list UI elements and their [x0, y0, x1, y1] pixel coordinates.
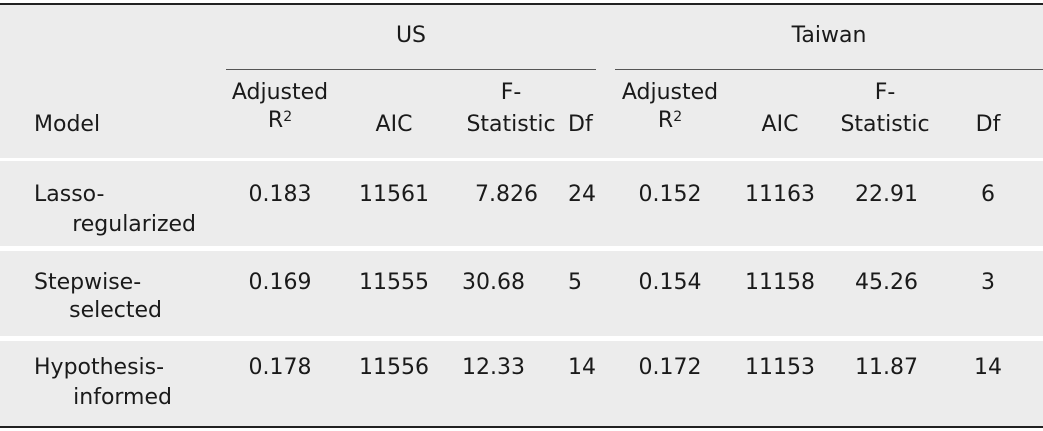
taiwan-aic-value: 11158	[745, 270, 815, 295]
us-adjusted-r2-value: 0.178	[248, 355, 312, 380]
model-name-line2: regularized	[72, 212, 196, 237]
taiwan-df-value: 6	[981, 182, 995, 207]
us-aic-value: 11561	[359, 182, 429, 207]
taiwan-aic-value: 11163	[745, 182, 815, 207]
us-f-statistic-value: 12.33	[462, 355, 525, 380]
model-name-line1: Lasso-	[34, 182, 105, 207]
taiwan-f-statistic-value: 22.91	[855, 182, 918, 207]
column-header-taiwan-f-line2: Statistic	[840, 112, 930, 137]
taiwan-f-statistic-value: 11.87	[855, 355, 918, 380]
header-band	[0, 5, 1043, 158]
model-name-line1: Stepwise-	[34, 270, 142, 295]
row-band-1	[0, 161, 1043, 246]
us-adjusted-r2-value: 0.183	[248, 182, 312, 207]
row-band-3	[0, 341, 1043, 426]
us-aic-value: 11555	[359, 270, 429, 295]
us-aic-value: 11556	[359, 355, 429, 380]
column-header-us-adjusted-line2: R2	[267, 108, 293, 133]
taiwan-adjusted-r2-value: 0.172	[638, 355, 702, 380]
group-header-us: US	[395, 23, 427, 48]
column-header-us-aic: AIC	[375, 112, 413, 137]
taiwan-aic-value: 11153	[745, 355, 815, 380]
column-header-taiwan-adjusted-line2: R2	[657, 108, 683, 133]
taiwan-adjusted-r2-value: 0.154	[638, 270, 702, 295]
us-f-statistic-value: 30.68	[462, 270, 525, 295]
column-header-taiwan-df: Df	[975, 112, 1001, 137]
column-header-us-f-line2: Statistic	[466, 112, 556, 137]
taiwan-f-statistic-value: 45.26	[855, 270, 918, 295]
taiwan-df-value: 14	[974, 355, 1002, 380]
us-df-value: 14	[568, 355, 596, 380]
top-rule	[0, 3, 1043, 5]
us-df-value: 5	[568, 270, 582, 295]
model-name-line2: informed	[73, 385, 172, 410]
taiwan-group-rule	[615, 69, 1043, 70]
taiwan-df-value: 3	[981, 270, 995, 295]
us-df-value: 24	[568, 182, 596, 207]
model-name-line1: Hypothesis-	[34, 355, 165, 380]
column-header-taiwan-aic: AIC	[761, 112, 799, 137]
column-header-us-adjusted-line1: Adjusted	[231, 80, 329, 105]
group-header-taiwan: Taiwan	[791, 23, 867, 48]
us-f-statistic-value: 7.826	[475, 182, 538, 207]
column-header-us-f-line1: F-	[500, 80, 522, 105]
row-band-2	[0, 251, 1043, 336]
us-group-rule	[226, 69, 596, 70]
bottom-rule	[0, 426, 1043, 428]
column-header-taiwan-adjusted-line1: Adjusted	[621, 80, 719, 105]
taiwan-adjusted-r2-value: 0.152	[638, 182, 702, 207]
model-name-line2: selected	[69, 298, 162, 323]
column-header-taiwan-f-line1: F-	[874, 80, 896, 105]
column-header-model: Model	[34, 112, 101, 137]
us-adjusted-r2-value: 0.169	[248, 270, 312, 295]
column-header-us-df: Df	[568, 112, 593, 137]
